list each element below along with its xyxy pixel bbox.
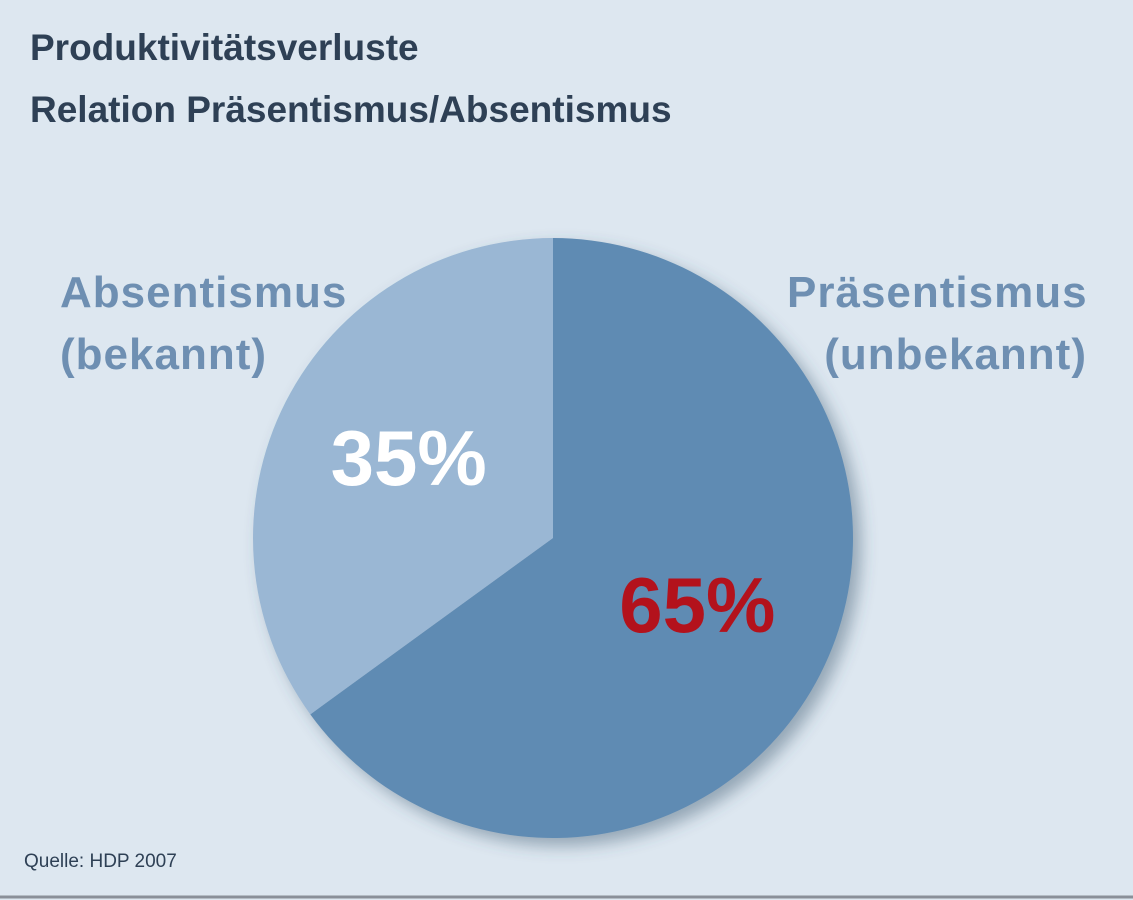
value-label: 35% xyxy=(331,414,487,502)
pie xyxy=(253,237,853,838)
pie-slice xyxy=(310,238,853,838)
category-label: Präsentismus (unbekannt) xyxy=(787,268,1088,379)
chart-subtitle: Relation Präsentismus/Absentismus xyxy=(30,89,672,130)
value-label: 65% xyxy=(619,561,775,649)
chart-title: Produktivitätsverluste xyxy=(30,27,419,68)
source: Quelle: HDP 2007 xyxy=(24,851,177,872)
pie-slice xyxy=(253,237,553,715)
category-label: Absentismus (bekannt) xyxy=(60,268,348,379)
